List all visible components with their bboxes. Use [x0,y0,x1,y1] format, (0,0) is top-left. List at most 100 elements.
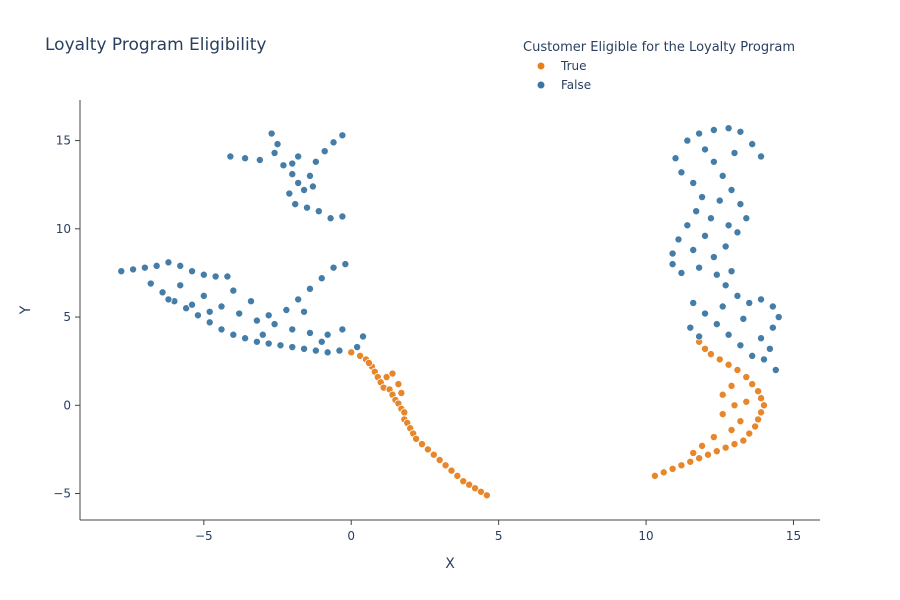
data-point[interactable] [759,355,768,364]
data-point[interactable] [471,484,480,493]
data-point[interactable] [338,131,347,140]
data-point[interactable] [335,346,344,355]
data-point[interactable] [677,168,686,177]
data-point[interactable] [193,311,202,320]
data-point[interactable] [264,311,273,320]
data-point[interactable] [435,455,444,464]
data-point[interactable] [217,302,226,311]
data-point[interactable] [394,380,403,389]
data-point[interactable] [774,313,783,322]
data-point[interactable] [423,445,432,454]
data-point[interactable] [400,408,409,417]
data-point[interactable] [703,450,712,459]
data-point[interactable] [252,316,261,325]
data-point[interactable] [364,358,373,367]
data-point[interactable] [730,440,739,449]
data-point[interactable] [736,200,745,209]
data-point[interactable] [305,171,314,180]
data-point[interactable] [727,381,736,390]
data-point[interactable] [718,171,727,180]
data-point[interactable] [695,129,704,138]
data-point[interactable] [229,330,238,339]
data-point[interactable] [695,332,704,341]
data-point[interactable] [715,196,724,205]
data-point[interactable] [701,231,710,240]
data-point[interactable] [659,468,668,477]
data-point[interactable] [347,348,356,357]
data-point[interactable] [706,350,715,359]
data-point[interactable] [730,401,739,410]
data-point[interactable] [701,309,710,318]
data-point[interactable] [205,307,214,316]
data-point[interactable] [429,450,438,459]
data-point[interactable] [326,214,335,223]
data-point[interactable] [397,388,406,397]
data-point[interactable] [754,415,763,424]
data-point[interactable] [686,457,695,466]
data-point[interactable] [465,480,474,489]
data-point[interactable] [279,161,288,170]
data-point[interactable] [453,471,462,480]
data-point[interactable] [677,268,686,277]
legend-label-true[interactable]: True [560,59,587,73]
data-point[interactable] [338,212,347,221]
data-point[interactable] [412,434,421,443]
legend-label-false[interactable]: False [561,78,591,92]
data-point[interactable] [288,159,297,168]
data-point[interactable] [441,461,450,470]
data-point[interactable] [270,320,279,329]
data-point[interactable] [715,355,724,364]
data-point[interactable] [329,138,338,147]
data-point[interactable] [727,185,736,194]
data-point[interactable] [273,140,282,149]
data-point[interactable] [308,182,317,191]
data-point[interactable] [727,267,736,276]
data-point[interactable] [768,323,777,332]
data-point[interactable] [742,373,751,382]
data-point[interactable] [701,344,710,353]
data-point[interactable] [751,422,760,431]
data-point[interactable] [176,261,185,270]
data-point[interactable] [757,408,766,417]
data-point[interactable] [698,193,707,202]
data-point[interactable] [736,127,745,136]
data-point[interactable] [288,343,297,352]
data-point[interactable] [294,178,303,187]
data-point[interactable] [742,397,751,406]
data-point[interactable] [698,441,707,450]
data-point[interactable] [689,245,698,254]
data-point[interactable] [668,260,677,269]
data-point[interactable] [164,295,173,304]
data-point[interactable] [718,390,727,399]
data-point[interactable] [176,281,185,290]
data-point[interactable] [241,154,250,163]
data-point[interactable] [771,365,780,374]
data-point[interactable] [765,344,774,353]
data-point[interactable] [712,447,721,456]
data-point[interactable] [158,288,167,297]
data-point[interactable] [768,302,777,311]
data-point[interactable] [264,339,273,348]
data-point[interactable] [246,297,255,306]
data-point[interactable] [258,330,267,339]
data-point[interactable] [748,380,757,389]
data-point[interactable] [742,214,751,223]
data-point[interactable] [199,291,208,300]
data-point[interactable] [294,152,303,161]
data-point[interactable] [739,314,748,323]
data-point[interactable] [709,126,718,135]
data-point[interactable] [311,346,320,355]
data-point[interactable] [733,365,742,374]
data-point[interactable] [706,214,715,223]
data-point[interactable] [730,148,739,157]
data-point[interactable] [117,267,126,276]
data-point[interactable] [305,284,314,293]
data-point[interactable] [721,242,730,251]
data-point[interactable] [689,178,698,187]
data-point[interactable] [748,140,757,149]
data-point[interactable] [314,207,323,216]
data-point[interactable] [739,436,748,445]
data-point[interactable] [695,454,704,463]
data-point[interactable] [482,491,491,500]
data-point[interactable] [757,394,766,403]
